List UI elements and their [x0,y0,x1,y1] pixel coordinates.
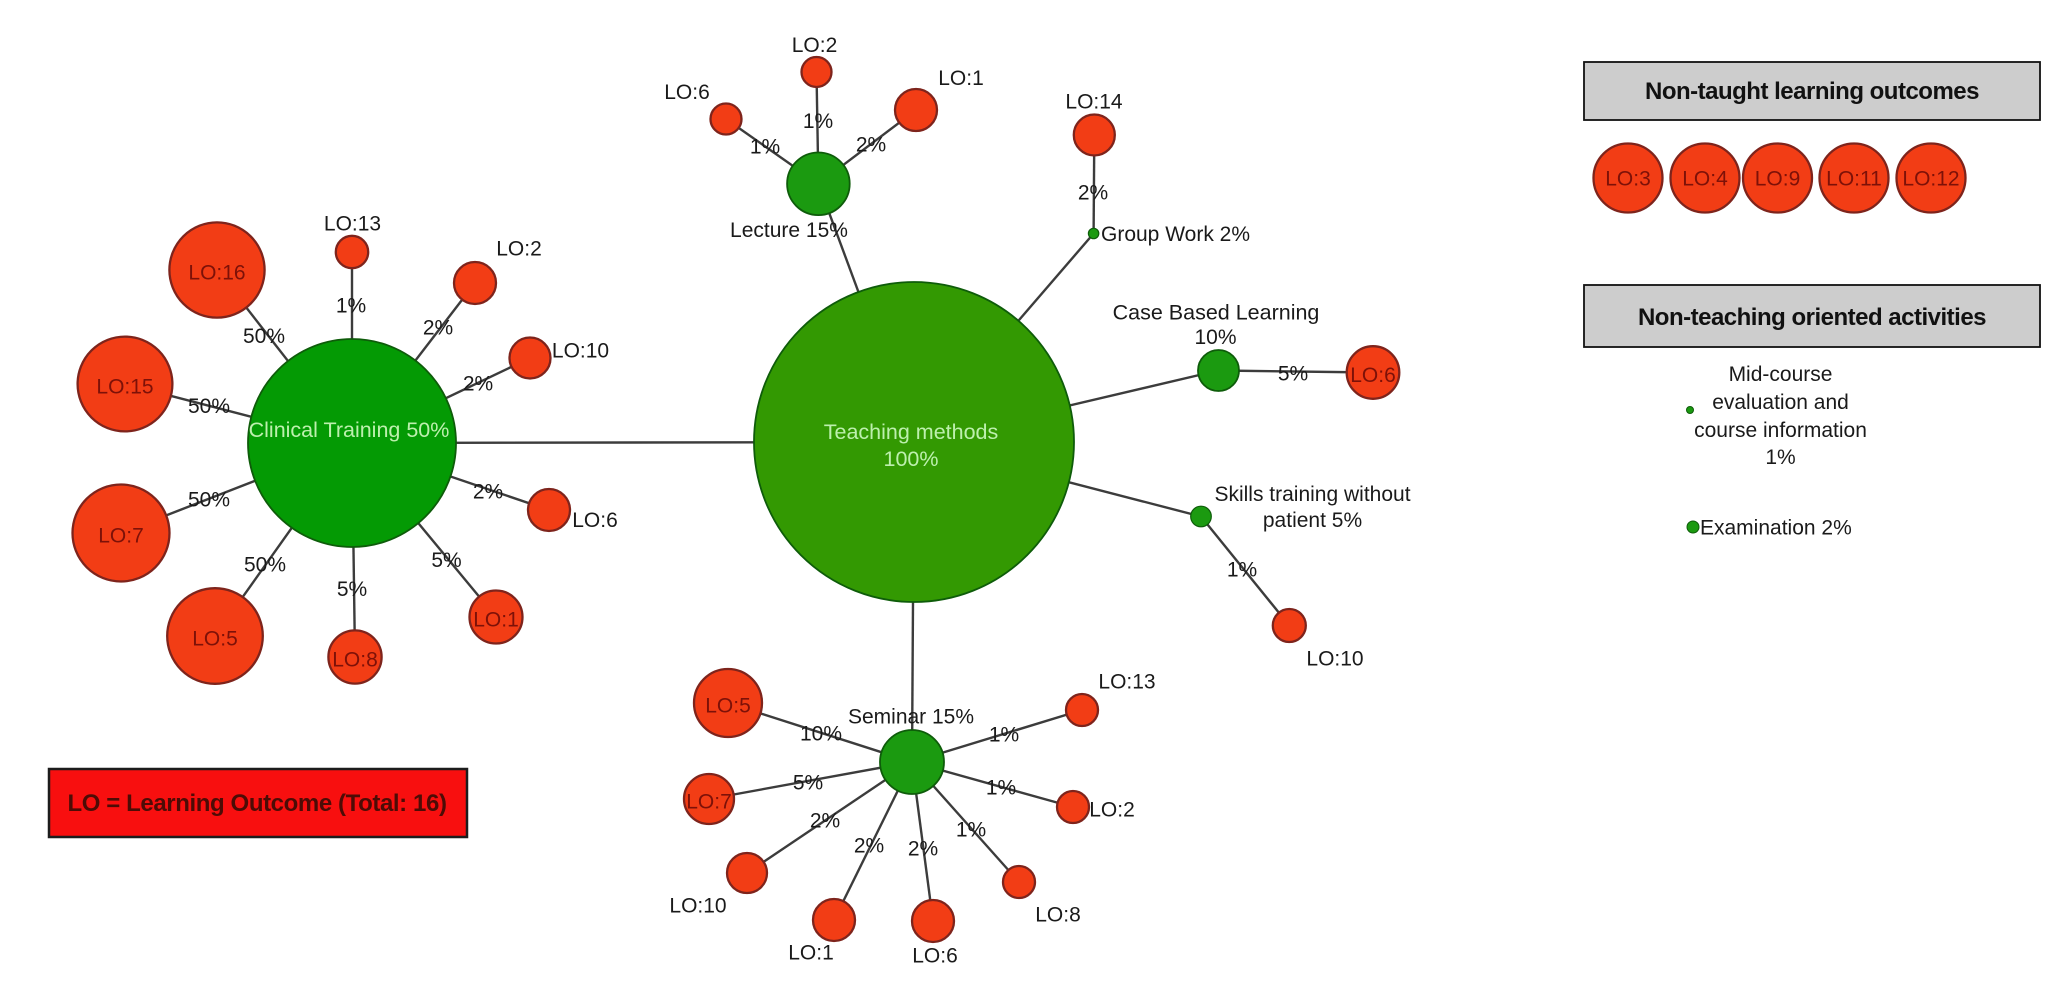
svg-text:5%: 5% [793,772,823,795]
svg-text:LO:7: LO:7 [98,525,144,548]
svg-text:LO:14: LO:14 [1065,91,1123,114]
svg-text:Clinical Training 50%: Clinical Training 50% [249,418,450,442]
svg-text:LO:5: LO:5 [192,628,238,651]
svg-text:LO:6: LO:6 [664,81,710,104]
svg-text:2%: 2% [1078,182,1108,205]
svg-text:5%: 5% [1278,363,1308,386]
svg-text:LO:5: LO:5 [705,695,751,718]
svg-text:Seminar 15%: Seminar 15% [848,706,974,729]
svg-text:50%: 50% [243,325,285,348]
svg-text:Non-teaching oriented activiti: Non-teaching oriented activities [1638,304,1986,331]
svg-text:LO:2: LO:2 [1089,799,1135,822]
svg-text:Examination 2%: Examination 2% [1700,517,1852,540]
svg-text:Lecture 15%: Lecture 15% [730,219,848,242]
svg-text:LO:6: LO:6 [572,509,618,532]
svg-text:LO:1: LO:1 [473,609,519,632]
svg-text:Skills training without: Skills training without [1214,483,1410,506]
svg-text:2%: 2% [463,373,493,396]
svg-text:LO:8: LO:8 [332,649,378,672]
svg-text:2%: 2% [473,481,503,504]
svg-text:LO:13: LO:13 [324,213,381,236]
svg-text:LO:4: LO:4 [1682,168,1728,191]
svg-text:LO:13: LO:13 [1098,671,1155,694]
svg-text:2%: 2% [810,810,840,833]
svg-text:10%: 10% [800,723,842,746]
svg-text:LO:3: LO:3 [1605,168,1651,191]
svg-text:patient 5%: patient 5% [1263,509,1362,532]
svg-text:LO:15: LO:15 [96,376,153,399]
svg-text:LO:6: LO:6 [912,945,958,968]
svg-text:1%: 1% [989,724,1019,747]
svg-text:1%: 1% [1227,559,1257,582]
svg-text:LO:10: LO:10 [552,340,609,363]
svg-text:2%: 2% [423,317,453,340]
svg-text:5%: 5% [337,578,367,601]
svg-text:Non-taught learning outcomes: Non-taught learning outcomes [1645,78,1979,105]
svg-text:LO:1: LO:1 [788,942,834,965]
svg-text:50%: 50% [188,395,230,418]
svg-text:course information: course information [1694,419,1867,442]
svg-text:2%: 2% [854,835,884,858]
svg-text:1%: 1% [986,777,1016,800]
svg-text:LO:7: LO:7 [686,791,732,814]
svg-text:1%: 1% [803,110,833,133]
svg-text:LO:12: LO:12 [1902,168,1959,191]
svg-text:100%: 100% [884,447,939,471]
svg-text:2%: 2% [908,838,938,861]
svg-text:Mid-course: Mid-course [1729,363,1833,386]
svg-text:LO:2: LO:2 [496,238,542,261]
svg-text:Case Based Learning: Case Based Learning [1113,301,1320,325]
svg-text:LO:10: LO:10 [669,895,726,918]
svg-text:LO:10: LO:10 [1306,648,1363,671]
svg-text:LO = Learning Outcome (Total:: LO = Learning Outcome (Total: 16) [67,790,446,817]
svg-text:1%: 1% [1765,446,1795,469]
svg-text:10%: 10% [1194,326,1236,349]
svg-text:1%: 1% [956,819,986,842]
svg-text:1%: 1% [336,295,366,318]
svg-text:2%: 2% [856,134,886,157]
svg-text:evaluation and: evaluation and [1712,391,1849,414]
svg-text:LO:8: LO:8 [1035,904,1081,927]
svg-text:50%: 50% [188,489,230,512]
svg-text:50%: 50% [244,554,286,577]
svg-text:LO:1: LO:1 [938,67,984,90]
svg-text:LO:6: LO:6 [1350,364,1396,387]
svg-text:Group Work 2%: Group Work 2% [1101,223,1250,246]
svg-text:LO:2: LO:2 [792,34,838,57]
svg-text:LO:16: LO:16 [188,262,245,285]
svg-text:5%: 5% [431,549,461,572]
svg-text:Teaching methods: Teaching methods [824,420,999,444]
svg-text:LO:9: LO:9 [1755,168,1801,191]
svg-text:LO:11: LO:11 [1826,168,1882,191]
svg-text:1%: 1% [750,136,780,159]
